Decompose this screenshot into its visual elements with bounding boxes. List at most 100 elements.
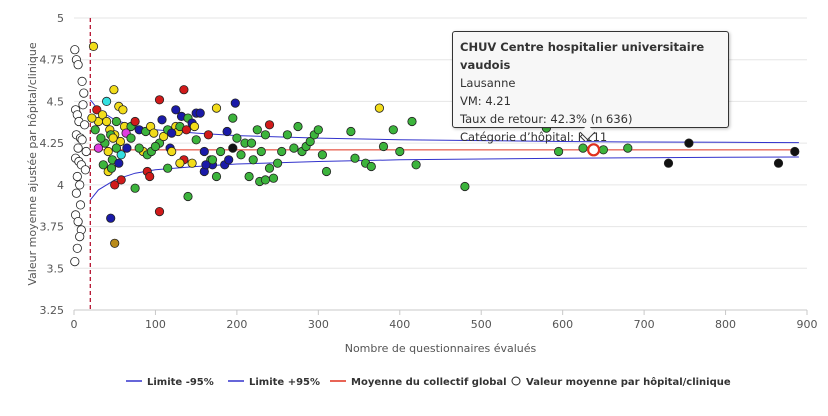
y-axis-title: Valeur moyenne ajustée par hôpital/clini… bbox=[26, 42, 39, 285]
data-point bbox=[248, 155, 258, 165]
data-point bbox=[773, 158, 784, 168]
data-point bbox=[189, 121, 200, 132]
data-point bbox=[222, 126, 232, 137]
data-point bbox=[366, 161, 376, 172]
data-point bbox=[167, 146, 177, 157]
data-point bbox=[81, 146, 91, 157]
data-point bbox=[80, 165, 91, 175]
data-point bbox=[230, 98, 240, 108]
data-point bbox=[102, 116, 112, 127]
data-point bbox=[126, 133, 136, 143]
data-point bbox=[207, 155, 218, 165]
x-tick-label: 900 bbox=[797, 318, 818, 331]
data-point bbox=[92, 105, 102, 115]
data-point bbox=[75, 232, 85, 242]
data-point bbox=[407, 116, 417, 127]
tooltip: CHUV Centre hospitalier universitaire va… bbox=[452, 31, 729, 144]
data-point bbox=[96, 133, 106, 143]
x-axis-title: Nombre de questionnaires évalués bbox=[345, 342, 537, 355]
data-point bbox=[108, 133, 118, 143]
data-point bbox=[277, 146, 287, 157]
data-point bbox=[282, 130, 292, 140]
data-point bbox=[211, 103, 222, 113]
data-point bbox=[199, 146, 209, 157]
data-point bbox=[203, 130, 213, 140]
tooltip-city: Lausanne bbox=[460, 76, 516, 90]
data-point bbox=[388, 125, 398, 135]
data-point bbox=[228, 113, 238, 123]
data-point bbox=[78, 100, 88, 110]
data-point bbox=[246, 138, 257, 148]
data-point bbox=[71, 188, 82, 198]
tooltip-return-rate: Taux de retour: 42.3% (n 636) bbox=[460, 112, 633, 126]
data-point bbox=[118, 105, 128, 115]
data-point bbox=[167, 128, 177, 138]
data-point bbox=[216, 146, 226, 157]
data-point bbox=[179, 85, 189, 95]
data-point bbox=[195, 108, 205, 118]
data-point bbox=[114, 158, 124, 168]
data-point bbox=[75, 180, 85, 190]
data-point bbox=[187, 158, 197, 168]
data-point bbox=[72, 243, 82, 253]
data-point bbox=[183, 191, 193, 202]
data-point bbox=[289, 143, 299, 153]
data-point bbox=[313, 125, 323, 135]
data-point bbox=[346, 126, 356, 137]
legend-label-mean: Moyenne du collectif global bbox=[351, 377, 507, 388]
tooltip-title: CHUV Centre hospitalier universitaire va… bbox=[460, 40, 705, 72]
data-point bbox=[157, 115, 167, 125]
data-point bbox=[110, 180, 120, 190]
data-point bbox=[460, 181, 470, 192]
data-point bbox=[154, 95, 165, 105]
y-tick-label: 4 bbox=[57, 179, 64, 192]
data-point bbox=[211, 171, 222, 182]
data-points bbox=[70, 41, 800, 267]
y-tick-label: 5 bbox=[57, 12, 64, 25]
x-tick-label: 400 bbox=[389, 318, 410, 331]
data-point bbox=[116, 150, 126, 160]
data-point bbox=[252, 125, 262, 135]
data-point bbox=[260, 130, 270, 140]
legend: Limite -95% Limite +95% Moyenne du collect… bbox=[126, 376, 731, 388]
data-point bbox=[175, 158, 185, 168]
x-tick-label: 700 bbox=[634, 318, 655, 331]
highlighted-point bbox=[587, 143, 601, 157]
legend-label-points: Valeur moyenne par hôpital/clinique bbox=[526, 376, 731, 388]
data-point bbox=[598, 145, 609, 155]
tooltip-category: Catégorie d’hôpital: K111 bbox=[460, 130, 608, 144]
data-point bbox=[130, 116, 140, 127]
data-point bbox=[236, 150, 246, 160]
data-point bbox=[553, 146, 564, 157]
data-point bbox=[73, 60, 83, 70]
y-tick-label: 4.5 bbox=[47, 95, 65, 108]
data-point bbox=[244, 171, 254, 182]
data-point bbox=[106, 213, 116, 223]
y-tick-label: 3.75 bbox=[40, 221, 65, 234]
data-point bbox=[145, 171, 155, 182]
data-point bbox=[268, 173, 279, 183]
data-point bbox=[106, 163, 117, 173]
data-point bbox=[87, 113, 97, 123]
data-point bbox=[79, 88, 89, 98]
data-point bbox=[134, 143, 144, 153]
x-tick-label: 100 bbox=[145, 318, 166, 331]
data-point bbox=[109, 85, 119, 95]
data-point bbox=[77, 76, 87, 87]
data-point bbox=[80, 120, 90, 130]
data-point bbox=[103, 146, 113, 157]
tick-labels: 3.25 3.5 3.75 4 4.25 4.5 4.75 5 0 100 200 300 400 500… bbox=[40, 12, 818, 331]
data-point bbox=[228, 143, 238, 153]
data-point bbox=[75, 200, 86, 210]
data-point bbox=[110, 238, 120, 248]
data-point bbox=[191, 135, 201, 145]
data-point bbox=[264, 163, 275, 173]
data-point bbox=[93, 143, 104, 153]
data-point bbox=[232, 133, 242, 143]
legend-label-minus95: Limite -95% bbox=[147, 377, 214, 388]
legend-marker-points bbox=[511, 376, 521, 386]
legend-label-plus95: Limite +95% bbox=[249, 377, 320, 388]
data-point bbox=[374, 103, 384, 113]
data-point bbox=[260, 175, 270, 185]
x-tick-label: 200 bbox=[226, 318, 247, 331]
